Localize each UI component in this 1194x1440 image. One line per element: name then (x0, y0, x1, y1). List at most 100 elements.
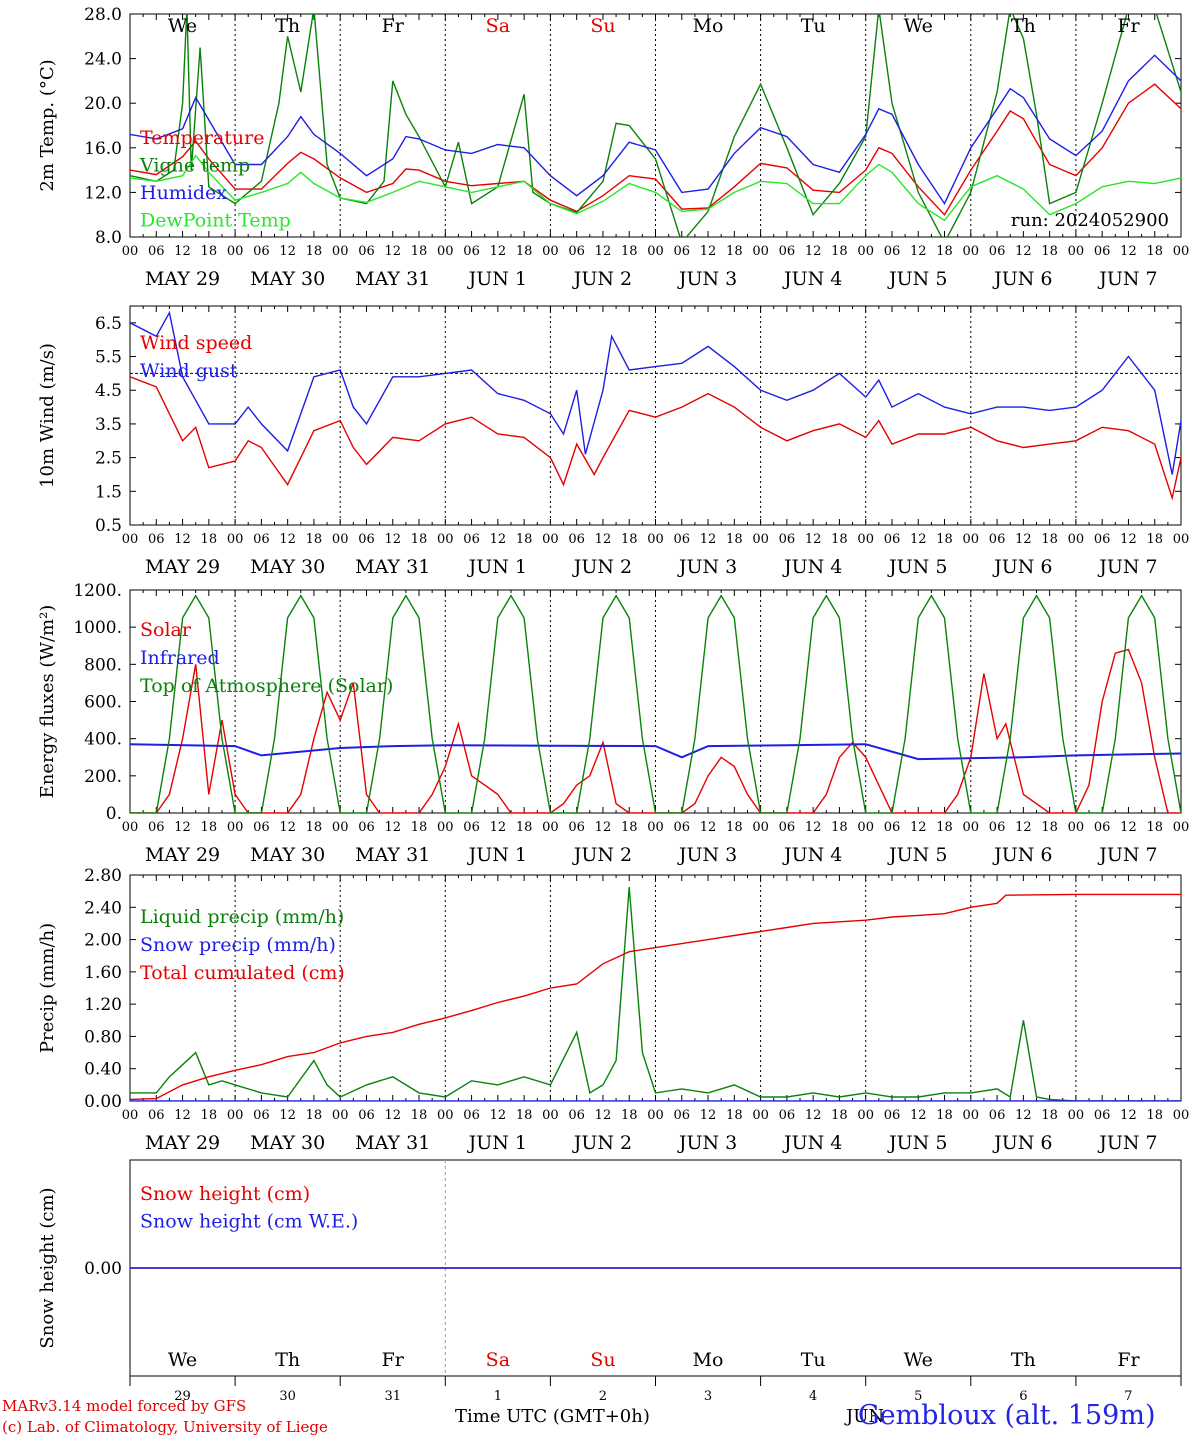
date-label: JUN 5 (887, 1132, 947, 1154)
hour-label: 00 (122, 1108, 139, 1123)
series-line (130, 594, 1181, 813)
hour-label: 12 (805, 1108, 822, 1123)
hour-label: 00 (752, 244, 769, 259)
hour-label: 12 (1015, 820, 1032, 835)
hour-label: 00 (647, 532, 664, 547)
hour-label: 18 (1146, 532, 1163, 547)
hour-label: 12 (910, 532, 927, 547)
date-label: JUN 1 (467, 556, 527, 578)
date-label: JUN 3 (677, 556, 737, 578)
weekday-label: Th (275, 1349, 300, 1371)
y-tick-label: 28.0 (84, 5, 122, 25)
hour-label: 18 (831, 532, 848, 547)
hour-label: 00 (963, 820, 980, 835)
hour-label: 00 (227, 1108, 244, 1123)
date-label: JUN 6 (992, 1132, 1052, 1154)
hour-label: 00 (227, 532, 244, 547)
hour-label: 18 (726, 244, 743, 259)
series-line (130, 14, 1181, 237)
hour-label: 00 (332, 1108, 349, 1123)
hour-label: 06 (568, 244, 585, 259)
series-line (130, 743, 1181, 761)
hour-label: 18 (516, 820, 533, 835)
date-label: JUN 1 (467, 844, 527, 866)
hour-label: 12 (1015, 1108, 1032, 1123)
y-tick-label: 16.0 (84, 139, 122, 159)
date-label: JUN 5 (887, 844, 947, 866)
day-number: 29 (174, 1389, 191, 1404)
hour-label: 18 (411, 820, 428, 835)
day-number: 3 (704, 1389, 712, 1404)
weekday-label: Tu (801, 1349, 826, 1371)
hour-label: 18 (936, 820, 953, 835)
legend-entry: Top of Atmosphere (Solar) (140, 675, 393, 697)
series-line (130, 54, 1181, 206)
series-line (130, 648, 1181, 813)
legend-entry: Liquid precip (mm/h) (140, 906, 344, 928)
hour-label: 12 (490, 532, 507, 547)
hour-label: 06 (1094, 244, 1111, 259)
legend-entry: Snow height (cm) (140, 1183, 310, 1205)
run-label: run: 2024052900 (1011, 210, 1169, 231)
hour-label: 00 (752, 1108, 769, 1123)
hour-label: 06 (568, 1108, 585, 1123)
y-tick-label: 4.5 (95, 381, 122, 401)
y-tick-label: 0.00 (84, 1259, 122, 1279)
hour-label: 12 (700, 532, 717, 547)
hour-label: 00 (437, 820, 454, 835)
date-label: MAY 30 (250, 268, 325, 290)
y-axis-label: Energy fluxes (W/m²) (37, 605, 58, 799)
series-line (130, 376, 1181, 501)
hour-label: 12 (174, 532, 191, 547)
hour-label: 00 (542, 244, 559, 259)
y-tick-label: 1.5 (95, 482, 122, 502)
date-label: MAY 31 (355, 844, 430, 866)
hour-label: 06 (884, 1108, 901, 1123)
hour-label: 00 (1068, 1108, 1085, 1123)
hour-label: 06 (463, 1108, 480, 1123)
hour-label: 18 (516, 532, 533, 547)
date-label: JUN 2 (572, 556, 632, 578)
legend-entry: Humidex (140, 182, 227, 204)
hour-label: 00 (332, 532, 349, 547)
model-credit: MARv3.14 model forced by GFS (2, 1397, 247, 1415)
hour-label: 18 (1146, 820, 1163, 835)
date-label: JUN 5 (887, 268, 947, 290)
date-label: JUN 4 (782, 1132, 842, 1154)
hour-label: 00 (542, 820, 559, 835)
date-label: JUN 3 (677, 844, 737, 866)
hour-label: 06 (568, 532, 585, 547)
hour-label: 12 (1015, 244, 1032, 259)
date-label: JUN 6 (992, 844, 1052, 866)
hour-label: 12 (595, 820, 612, 835)
hour-label: 00 (1173, 1108, 1190, 1123)
hour-label: 06 (358, 532, 375, 547)
hour-label: 18 (306, 820, 323, 835)
hour-label: 12 (805, 532, 822, 547)
day-number: 4 (809, 1389, 817, 1404)
hour-label: 12 (384, 532, 401, 547)
day-number: 5 (914, 1389, 922, 1404)
hour-label: 12 (595, 1108, 612, 1123)
hour-label: 18 (936, 244, 953, 259)
hour-label: 12 (1015, 532, 1032, 547)
date-label: JUN 6 (992, 556, 1052, 578)
hour-label: 00 (332, 244, 349, 259)
hour-label: 06 (253, 1108, 270, 1123)
hour-label: 12 (700, 820, 717, 835)
y-tick-label: 8.0 (95, 228, 122, 248)
y-axis-label: Snow height (cm) (37, 1187, 58, 1348)
hour-label: 12 (174, 244, 191, 259)
hour-label: 12 (384, 820, 401, 835)
hour-label: 06 (148, 532, 165, 547)
legend-entry: Solar (140, 619, 192, 641)
day-number: 2 (599, 1389, 607, 1404)
date-label: JUN 5 (887, 556, 947, 578)
hour-label: 18 (621, 1108, 638, 1123)
hour-label: 12 (700, 244, 717, 259)
hour-label: 06 (253, 820, 270, 835)
y-tick-label: 0.40 (84, 1060, 122, 1080)
date-label: JUN 1 (467, 1132, 527, 1154)
hour-label: 18 (516, 244, 533, 259)
